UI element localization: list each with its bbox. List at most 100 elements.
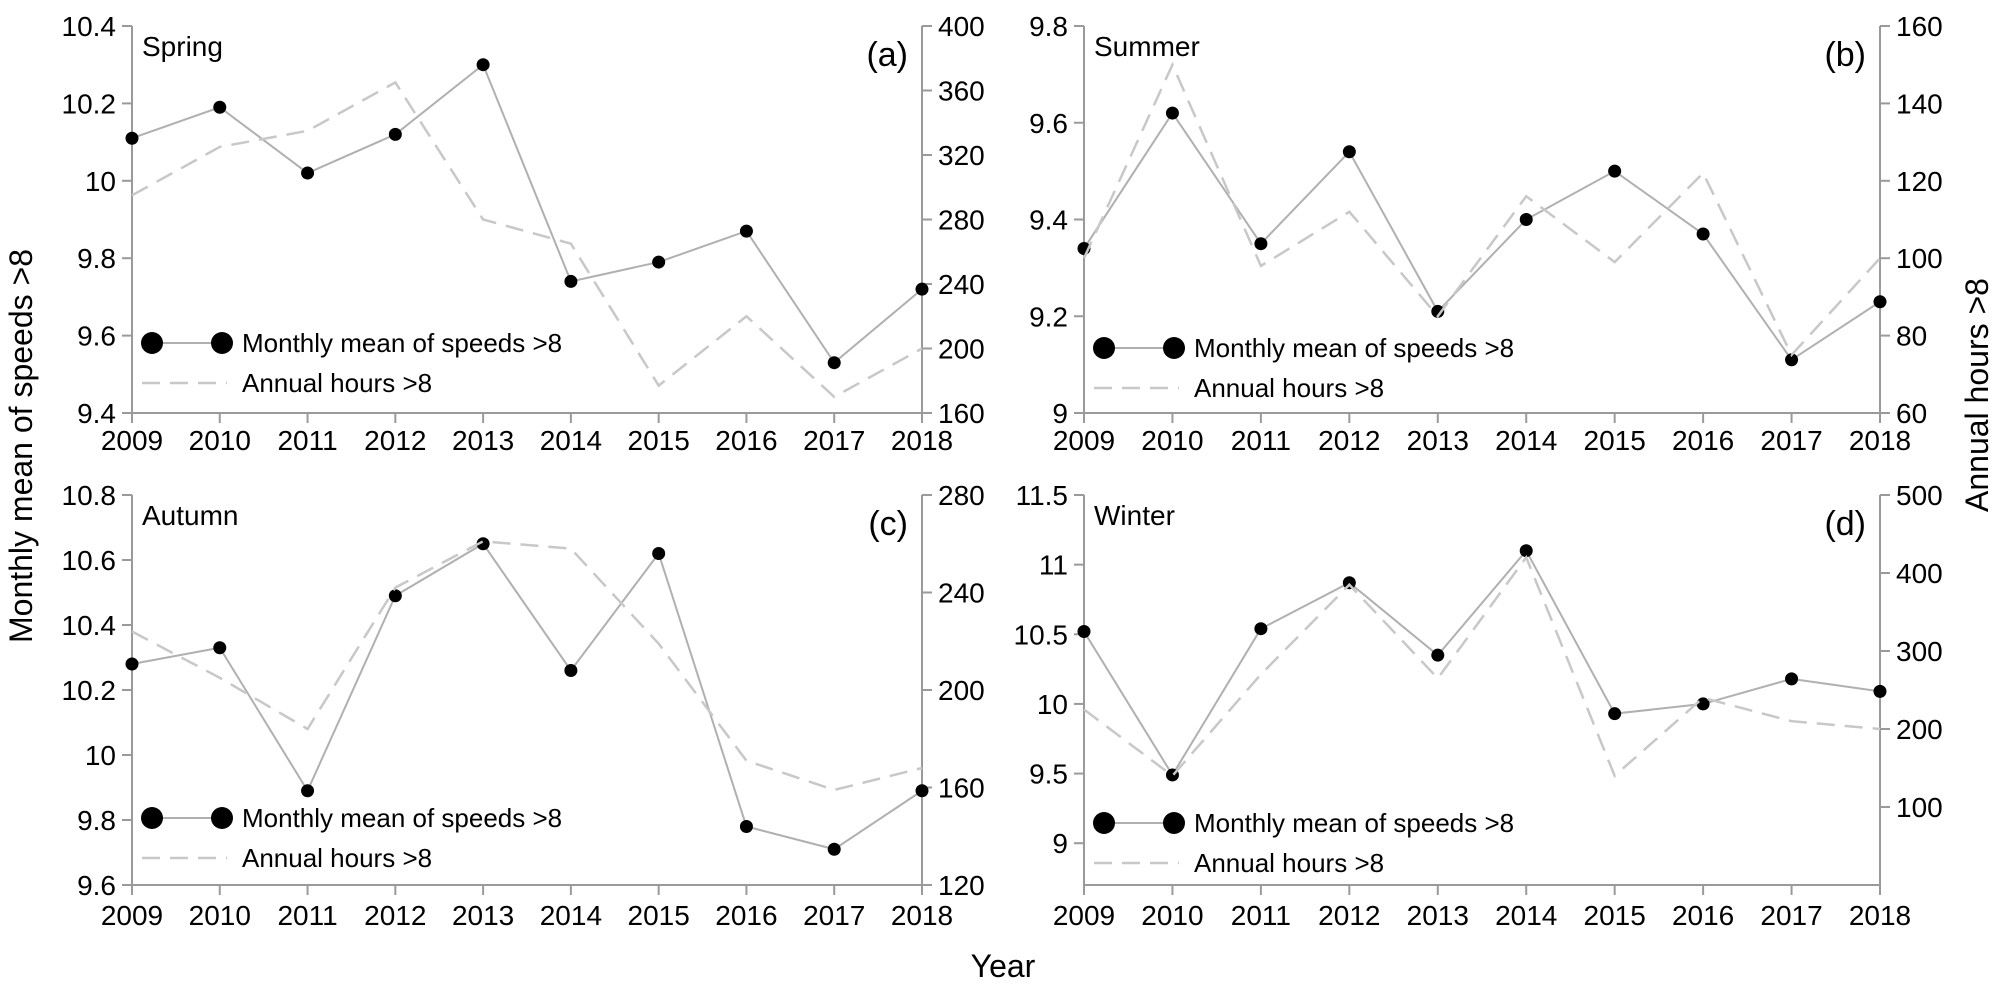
legend-label-annual-hours: Annual hours >8 [1194, 373, 1384, 403]
series-monthly-mean-line [1083, 111, 1881, 362]
legend-label-annual-hours: Annual hours >8 [1194, 848, 1384, 878]
panel-label: (d) [1824, 505, 1866, 543]
x-tick-label: 2015 [1584, 900, 1646, 931]
left-tick-label: 9.2 [1029, 301, 1068, 332]
data-point [1165, 106, 1179, 120]
legend-label-annual-hours: Annual hours >8 [242, 843, 432, 873]
left-tick-label: 10.4 [62, 11, 117, 42]
data-point [476, 537, 490, 551]
left-tick-label: 10 [85, 166, 116, 197]
data-point [1519, 213, 1533, 226]
data-point [564, 274, 578, 288]
data-point [1254, 237, 1268, 251]
data-point [388, 589, 402, 603]
series-monthly-mean-line [131, 542, 923, 851]
x-tick-label: 2009 [101, 425, 163, 456]
legend: Monthly mean of speeds >8 Annual hours >8 [141, 803, 562, 873]
right-tick-label: 160 [938, 398, 985, 429]
x-tick-label: 2016 [715, 425, 777, 456]
right-tick-label: 60 [1896, 398, 1927, 429]
x-tick-label: 2013 [452, 425, 514, 456]
x-tick-label: 2011 [277, 425, 337, 456]
legend: Monthly mean of speeds >8 Annual hours >8 [1093, 333, 1514, 403]
left-tick-label: 9.8 [77, 243, 116, 274]
x-tick-label: 2018 [1849, 425, 1911, 456]
x-tick-label: 2013 [452, 900, 514, 931]
panel-label: (b) [1824, 36, 1866, 74]
left-tick-label: 10.6 [62, 545, 117, 576]
panel-label: (c) [868, 505, 908, 543]
x-tick-label: 2015 [628, 900, 690, 931]
data-point [564, 664, 578, 677]
left-tick-label: 10.4 [62, 610, 117, 641]
panel-label: (a) [866, 36, 908, 74]
x-tick-label: 2017 [1760, 900, 1822, 931]
right-tick-label: 200 [938, 334, 985, 365]
x-tick-label: 2010 [189, 900, 251, 931]
data-point [652, 547, 666, 560]
right-tick-label: 200 [1896, 714, 1943, 745]
x-tick-label: 2018 [891, 900, 953, 931]
right-tick-label: 280 [938, 480, 985, 511]
data-point [301, 166, 315, 180]
data-point [1342, 145, 1356, 159]
x-axis-title: Year [971, 948, 1036, 984]
season-label: Autumn [142, 500, 239, 531]
legend-marker [1163, 337, 1185, 359]
left-tick-label: 10.8 [62, 480, 117, 511]
left-tick-label: 9.6 [77, 870, 116, 901]
legend-marker [1093, 812, 1115, 834]
x-tick-label: 2012 [1318, 425, 1380, 456]
x-tick-label: 2012 [364, 900, 426, 931]
right-tick-label: 400 [938, 11, 985, 42]
left-tick-label: 9.8 [77, 805, 116, 836]
legend-label-monthly-mean: Monthly mean of speeds >8 [1194, 333, 1514, 363]
series-annual-hours-line [131, 540, 923, 792]
right-tick-label: 160 [938, 773, 985, 804]
season-label: Summer [1094, 31, 1200, 62]
data-point [213, 100, 227, 114]
right-tick-label: 140 [1896, 88, 1943, 119]
x-tick-label: 2016 [1672, 425, 1734, 456]
data-point [125, 131, 139, 145]
x-tick-label: 2009 [1053, 425, 1115, 456]
data-point [827, 356, 841, 370]
panel-a: 9.4 9.6 9.8 10 10.2 10.4 160 200 240 280 320 360 400… [62, 11, 985, 456]
data-point [476, 58, 490, 72]
x-tick-label: 2013 [1407, 900, 1469, 931]
right-tick-label: 80 [1896, 321, 1927, 352]
data-point [1077, 625, 1091, 638]
legend: Monthly mean of speeds >8 Annual hours >8 [141, 328, 562, 398]
x-tick-label: 2010 [189, 425, 251, 456]
x-tick-label: 2015 [628, 425, 690, 456]
data-point [1873, 684, 1887, 698]
data-point [1254, 622, 1268, 636]
legend-marker [141, 332, 163, 354]
left-tick-label: 9.4 [77, 398, 116, 429]
data-point [739, 224, 753, 238]
data-point [1342, 576, 1356, 590]
legend-marker [211, 332, 233, 354]
season-label: Winter [1094, 500, 1175, 531]
right-tick-label: 100 [1896, 792, 1943, 823]
season-label: Spring [142, 31, 223, 62]
x-tick-label: 2016 [715, 900, 777, 931]
left-tick-label: 10 [85, 740, 116, 771]
right-tick-label: 400 [1896, 558, 1943, 589]
legend-label-monthly-mean: Monthly mean of speeds >8 [1194, 808, 1514, 838]
left-tick-label: 9.6 [77, 321, 116, 352]
x-tick-label: 2009 [101, 900, 163, 931]
panel-c: 9.6 9.8 10 10.2 10.4 10.6 10.8 120 160 200 240 280 2… [62, 480, 985, 931]
data-point [915, 282, 929, 296]
left-tick-label: 9 [1052, 398, 1068, 429]
data-point [915, 784, 929, 798]
right-tick-label: 500 [1896, 480, 1943, 511]
series-annual-hours-line [1083, 554, 1881, 778]
right-tick-label: 240 [938, 269, 985, 300]
data-point [213, 641, 227, 655]
series-monthly-mean-line [131, 63, 923, 365]
right-tick-label: 360 [938, 76, 985, 107]
x-tick-label: 2011 [1231, 425, 1291, 456]
x-tick-label: 2017 [803, 900, 865, 931]
x-tick-label: 2011 [1231, 900, 1291, 931]
